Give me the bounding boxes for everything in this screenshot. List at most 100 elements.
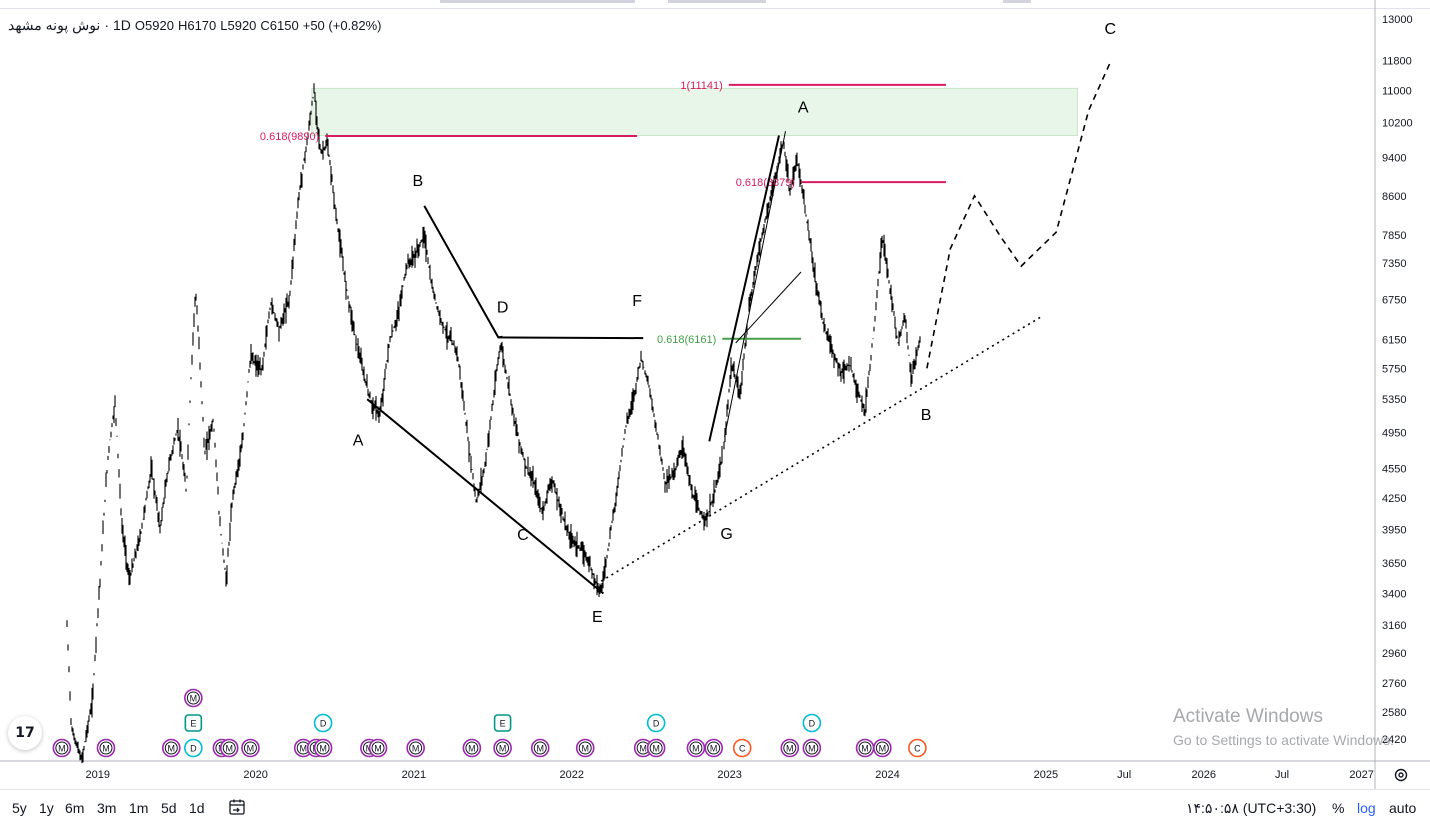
auto-scale-button[interactable]: auto (1389, 800, 1417, 816)
legend-close: C6150 (260, 18, 299, 33)
range-button-5y[interactable]: 5y (12, 800, 27, 816)
event-marker-label: D (809, 719, 816, 729)
event-marker-label: M (499, 744, 507, 754)
event-marker-c[interactable]: C (732, 738, 752, 758)
trend-line (600, 315, 1044, 582)
event-marker-d[interactable]: D (313, 713, 333, 733)
percent-scale-button[interactable]: % (1332, 800, 1345, 816)
watermark-title: Activate Windows (1173, 706, 1323, 727)
event-marker-m[interactable]: M (406, 738, 425, 758)
legend-open: O5920 (134, 18, 174, 33)
wave-label: G (720, 526, 732, 543)
wave-line (724, 131, 786, 437)
go-to-date-calendar-icon[interactable] (228, 798, 246, 816)
event-marker-m[interactable]: M (704, 738, 723, 758)
price-axis-label: 3650 (1382, 558, 1406, 570)
range-button-6m[interactable]: 6m (65, 800, 85, 816)
event-marker-label: M (168, 744, 176, 754)
event-marker-label: M (58, 744, 66, 754)
event-marker-m[interactable]: M (855, 738, 875, 758)
wave-label: D (497, 300, 509, 317)
range-button-3m[interactable]: 3m (97, 800, 117, 816)
price-axis-label: 4950 (1382, 428, 1406, 440)
event-marker-m[interactable]: M (313, 738, 333, 758)
event-marker-label: M (652, 744, 660, 754)
event-marker-m[interactable]: M (646, 738, 666, 758)
fib-level-label: 1(11141) (680, 80, 722, 92)
time-axis-label: 2022 (560, 769, 584, 781)
price-axis-label: 5350 (1382, 394, 1406, 406)
axis-settings-gear-icon[interactable] (1393, 767, 1409, 783)
event-marker-label: C (739, 744, 746, 754)
event-marker-label: E (190, 719, 196, 729)
event-marker-d[interactable]: D (802, 713, 822, 733)
event-marker-label: M (861, 744, 869, 754)
price-chart[interactable]: 13000 11800 11000 10200 9400 8600 7850 7350 6750… (0, 0, 1430, 789)
event-marker-m[interactable]: M (780, 738, 800, 758)
session-clock[interactable]: ۱۴:۵۰:۵۸ (UTC+3:30) (1186, 800, 1317, 816)
event-marker-label: E (500, 719, 506, 729)
price-axis-label: 13000 (1382, 14, 1413, 26)
event-marker-label: M (190, 694, 198, 704)
event-marker-label: M (692, 744, 700, 754)
event-marker-label: C (914, 744, 921, 754)
wave-label: B (412, 173, 423, 190)
price-axis-label: 10200 (1382, 118, 1413, 130)
event-marker-label: M (247, 744, 255, 754)
event-marker-label: M (639, 744, 647, 754)
log-scale-button[interactable]: log (1357, 800, 1376, 816)
event-marker-c[interactable]: C (908, 738, 927, 758)
event-marker-m[interactable]: M (633, 738, 653, 758)
event-marker-d[interactable]: D (646, 713, 666, 733)
event-marker-label: M (786, 744, 794, 754)
bottom-toolbar: 5y 1y 6m 3m 1m 5d 1d ۱۴:۵۰:۵۸ (UTC+3:30)… (0, 789, 1430, 824)
price-axis-label: 2420 (1382, 734, 1406, 746)
target-zone-box (311, 87, 1078, 137)
event-marker-label: M (374, 744, 382, 754)
symbol-name[interactable]: نوش پونه مشهد (8, 17, 101, 33)
event-marker-label: M (225, 744, 233, 754)
event-marker-e[interactable]: E (493, 714, 512, 732)
event-marker-m[interactable]: M (184, 688, 203, 708)
event-marker-d[interactable]: D (184, 738, 203, 758)
wave-line (735, 271, 802, 344)
event-marker-m[interactable]: M (575, 738, 595, 758)
event-marker-m[interactable]: M (493, 738, 512, 758)
event-marker-m[interactable]: M (219, 738, 239, 758)
price-axis-label: 6150 (1382, 335, 1406, 347)
range-button-1y[interactable]: 1y (39, 800, 54, 816)
price-axis-label: 4250 (1382, 493, 1406, 505)
event-marker-m[interactable]: M (161, 738, 181, 758)
event-marker-m[interactable]: M (241, 738, 260, 758)
symbol-interval[interactable]: 1D (113, 17, 131, 33)
range-button-1d[interactable]: 1d (189, 800, 205, 816)
fib-level-label: 0.618(9890) (260, 131, 319, 143)
event-marker-label: M (468, 744, 476, 754)
tradingview-logo-icon[interactable]: 17 (8, 716, 42, 750)
time-axis-label: 2021 (402, 769, 426, 781)
event-marker-m[interactable]: M (686, 738, 706, 758)
fib-level-label: 0.618(8879) (736, 177, 795, 189)
range-button-5d[interactable]: 5d (161, 800, 177, 816)
wave-label: C (1105, 21, 1117, 38)
event-marker-m[interactable]: M (96, 738, 116, 758)
event-marker-label: M (710, 744, 718, 754)
event-marker-label: D (653, 719, 660, 729)
event-marker-m[interactable]: M (462, 738, 482, 758)
time-axis-label: 2025 (1034, 769, 1058, 781)
event-marker-m[interactable]: M (368, 738, 388, 758)
wave-label: F (632, 293, 642, 310)
event-marker-e[interactable]: E (184, 714, 203, 732)
event-marker-m[interactable]: M (802, 738, 822, 758)
price-axis-label: 11000 (1382, 85, 1412, 97)
event-marker-m[interactable]: M (873, 738, 892, 758)
price-axis-label: 11800 (1382, 55, 1412, 67)
price-axis-label: 3950 (1382, 524, 1406, 536)
event-marker-m[interactable]: M (52, 738, 72, 758)
wave-label: C (517, 527, 529, 544)
range-button-1m[interactable]: 1m (129, 800, 149, 816)
event-marker-label: M (102, 744, 110, 754)
event-marker-label: M (319, 744, 327, 754)
time-axis-label: Jul (1117, 769, 1131, 781)
event-marker-m[interactable]: M (530, 738, 550, 758)
